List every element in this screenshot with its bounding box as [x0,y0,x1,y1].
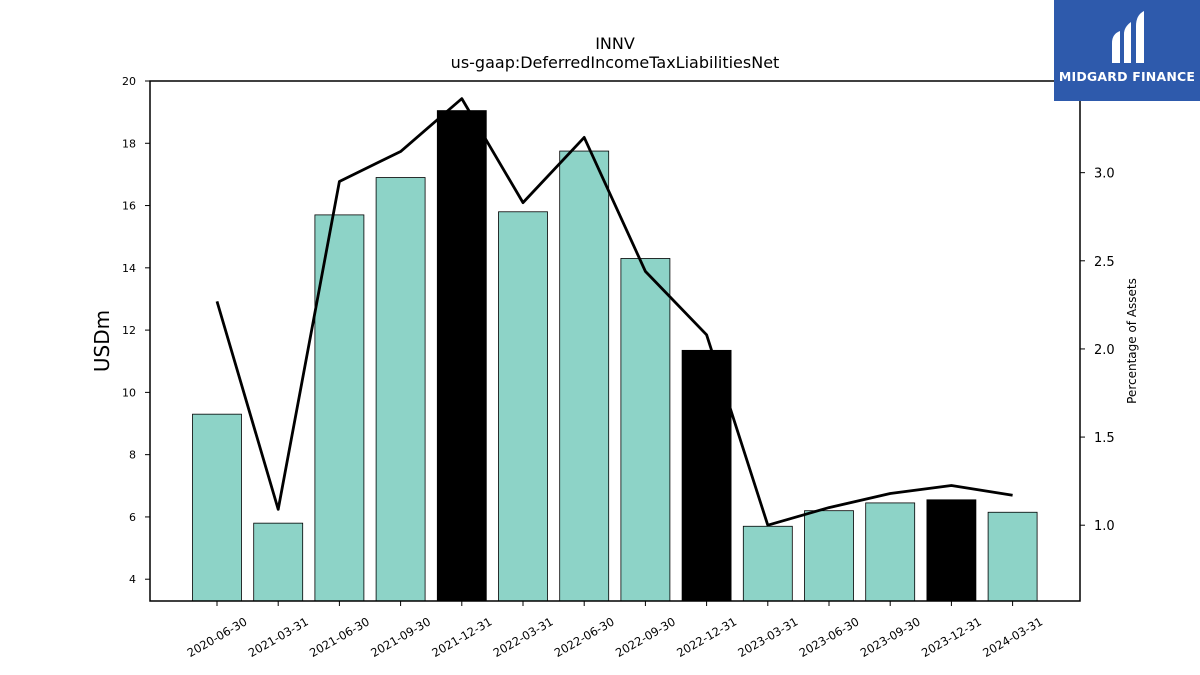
x-tick-label: 2020-06-30 [185,614,250,660]
y2-tick-label: 1.0 [1094,519,1115,534]
y-tick-label: 4 [129,573,136,586]
bar [436,110,487,602]
x-tick-label: 2023-03-31 [735,614,800,660]
x-tick-label: 2022-03-31 [491,614,556,660]
bar [620,258,671,602]
x-tick-label: 2024-03-31 [980,614,1045,660]
y-axis-left: 4 6 8 10 12 14 16 18 20 [122,75,150,586]
y2-tick-label: 2.0 [1094,343,1115,358]
y-tick-label: 12 [122,324,136,337]
bar [559,150,610,602]
bar [681,349,732,602]
midgard-logo-icon [1112,11,1144,63]
y-tick-label: 14 [122,262,136,275]
x-tick-label: 2021-06-30 [307,614,372,660]
y-tick-label: 8 [129,449,136,462]
logo-text: MIDGARD FINANCE [1058,69,1196,84]
y-tick-label: 20 [122,75,136,88]
bar [314,214,365,602]
line-path [215,97,1013,527]
y-tick-label: 6 [129,511,136,524]
y2-tick-label: 1.5 [1094,431,1115,446]
y2-tick-label: 3.0 [1094,167,1115,182]
x-axis: 2020-06-302021-03-312021-06-302021-09-30… [185,601,1045,660]
bar [742,525,793,602]
bar [987,511,1038,602]
x-tick-label: 2023-12-31 [919,614,984,660]
x-tick-label: 2023-09-30 [858,614,923,660]
bar [253,522,304,602]
bar-series [192,110,1038,602]
x-tick-label: 2021-09-30 [368,614,433,660]
chart-subtitle: us-gaap:DeferredIncomeTaxLiabilitiesNet [451,53,780,72]
y-axis-right: 1.0 1.5 2.0 2.5 3.0 [1080,167,1115,534]
x-tick-label: 2021-12-31 [429,614,494,660]
bar [375,177,426,602]
bar [865,502,916,602]
y-axis-label: USDm [90,310,114,372]
line-series [215,97,1013,527]
bar [804,510,854,602]
chart-title: INNV [595,34,635,53]
x-tick-label: 2022-09-30 [613,614,678,660]
y2-tick-label: 2.5 [1094,255,1115,270]
x-tick-label: 2021-03-31 [246,614,311,660]
plot-frame [149,80,1081,602]
x-tick-label: 2022-06-30 [552,614,617,660]
logo: MIDGARD FINANCE [1054,0,1200,101]
bar [498,211,548,602]
y-tick-label: 18 [122,137,136,150]
y2-axis-label: Percentage of Assets [1125,278,1139,404]
bar [192,413,242,602]
x-tick-label: 2022-12-31 [674,614,739,660]
y-tick-label: 10 [122,386,136,399]
bar [926,499,977,602]
y-tick-label: 16 [122,200,136,213]
x-tick-label: 2023-06-30 [797,614,862,660]
